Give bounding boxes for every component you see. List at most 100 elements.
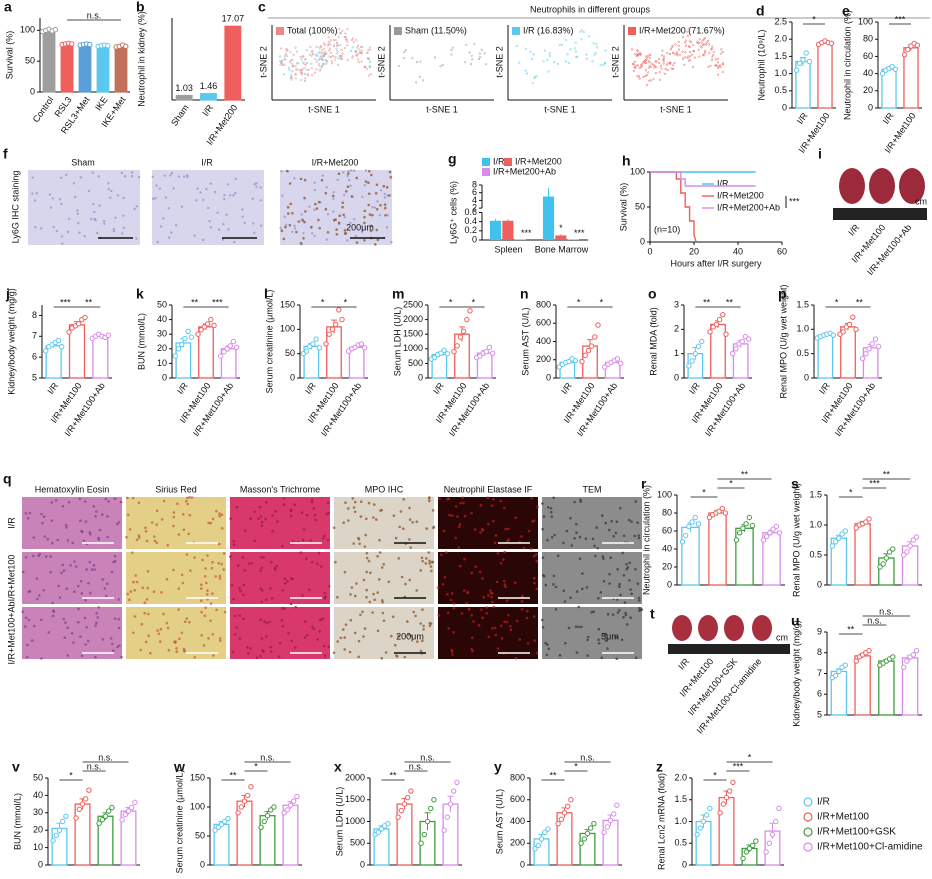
cell-dot [340, 57, 344, 61]
texture [380, 566, 384, 569]
texture [220, 513, 224, 517]
texture [122, 226, 126, 229]
texture [303, 178, 307, 182]
cell-dot [691, 53, 694, 56]
texture [242, 617, 245, 621]
data-point [96, 820, 102, 826]
texture [96, 616, 99, 619]
y-tick-label: 3 [674, 299, 679, 309]
data-point [424, 818, 431, 825]
texture [33, 199, 37, 202]
texture [116, 194, 120, 197]
cell-dot [558, 44, 561, 47]
data-point [730, 779, 736, 786]
texture [79, 176, 83, 179]
texture [77, 607, 80, 610]
texture [542, 515, 546, 518]
texture [620, 638, 624, 642]
data-point [692, 514, 698, 521]
texture [372, 516, 375, 519]
data-point [230, 338, 237, 345]
texture [281, 624, 285, 628]
texture [206, 554, 209, 557]
texture [143, 611, 146, 615]
micrograph [28, 170, 140, 245]
texture [259, 587, 262, 590]
column-title: Masson's Trichrome [240, 484, 320, 494]
texture [399, 510, 403, 513]
cell-dot [309, 53, 312, 56]
cell-dot [318, 69, 321, 72]
y-tick-label: 2.0 [674, 772, 687, 782]
texture [562, 541, 565, 545]
texture [204, 606, 207, 610]
texture [62, 569, 66, 572]
data-point [905, 46, 911, 53]
texture [261, 589, 264, 592]
data-point [204, 321, 211, 327]
texture [259, 618, 262, 621]
cell-dot [299, 71, 302, 74]
cell-dot [581, 29, 584, 32]
panel-letter: x [334, 759, 342, 775]
cell-dot [411, 57, 414, 60]
texture [88, 531, 92, 534]
data-point [241, 798, 248, 804]
bar [555, 235, 567, 240]
texture [357, 655, 361, 659]
texture [456, 515, 459, 518]
cell-dot [485, 63, 488, 66]
texture [458, 523, 462, 526]
y-tick-label: 2000 [403, 314, 423, 324]
texture [446, 611, 450, 615]
y-axis-label: Neutrophil (10⁹/L) [756, 30, 766, 101]
cell-dot [310, 54, 313, 57]
data-point [310, 341, 316, 347]
significance-label: * [835, 297, 839, 307]
data-point [853, 658, 859, 664]
texture [637, 534, 641, 537]
data-point [679, 539, 686, 545]
data-point [460, 328, 467, 334]
cell-dot [318, 50, 321, 53]
texture [180, 573, 184, 577]
data-point [910, 652, 917, 658]
texture [342, 521, 346, 524]
texture [42, 589, 45, 592]
texture [625, 623, 629, 626]
texture [376, 591, 380, 594]
texture [342, 628, 345, 631]
texture [284, 582, 287, 585]
texture [584, 537, 588, 540]
cell-dot [722, 63, 725, 66]
texture [449, 598, 453, 602]
texture [397, 634, 401, 638]
data-point [766, 840, 772, 846]
texture [580, 625, 583, 629]
texture [147, 612, 150, 616]
texture [269, 650, 273, 653]
texture [226, 183, 230, 186]
texture [289, 602, 293, 606]
cell-dot [591, 60, 594, 63]
texture [591, 537, 595, 541]
texture [51, 541, 54, 545]
texture [293, 177, 296, 180]
texture [342, 213, 346, 217]
cell-dot [704, 49, 707, 52]
texture [69, 564, 72, 567]
texture [362, 635, 365, 638]
data-point [604, 824, 610, 830]
cell-dot [599, 64, 602, 67]
significance-label: * [472, 297, 476, 307]
cell-dot [298, 68, 301, 72]
texture [425, 527, 429, 530]
texture [628, 561, 632, 565]
data-point [694, 831, 700, 838]
y-tick-label: 10 [157, 358, 167, 368]
texture [336, 640, 340, 643]
texture [297, 220, 301, 223]
data-point [713, 321, 720, 328]
y-tick-label: 50 [285, 348, 295, 358]
data-point [208, 316, 214, 323]
